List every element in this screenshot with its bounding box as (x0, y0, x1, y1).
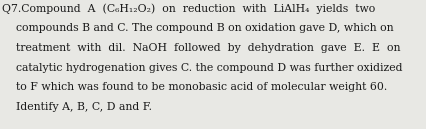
Text: to F which was found to be monobasic acid of molecular weight 60.: to F which was found to be monobasic aci… (2, 82, 387, 92)
Text: compounds B and C. The compound B on oxidation gave D, which on: compounds B and C. The compound B on oxi… (2, 23, 394, 34)
Text: treatment  with  dil.  NaOH  followed  by  dehydration  gave  E.  E  on: treatment with dil. NaOH followed by deh… (2, 43, 400, 53)
Text: Q7.Compound  A  (C₆H₁₂O₂)  on  reduction  with  LiAlH₄  yields  two: Q7.Compound A (C₆H₁₂O₂) on reduction wit… (2, 4, 375, 14)
Text: Identify A, B, C, D and F.: Identify A, B, C, D and F. (2, 102, 152, 112)
Text: catalytic hydrogenation gives C. the compound D was further oxidized: catalytic hydrogenation gives C. the com… (2, 63, 403, 73)
